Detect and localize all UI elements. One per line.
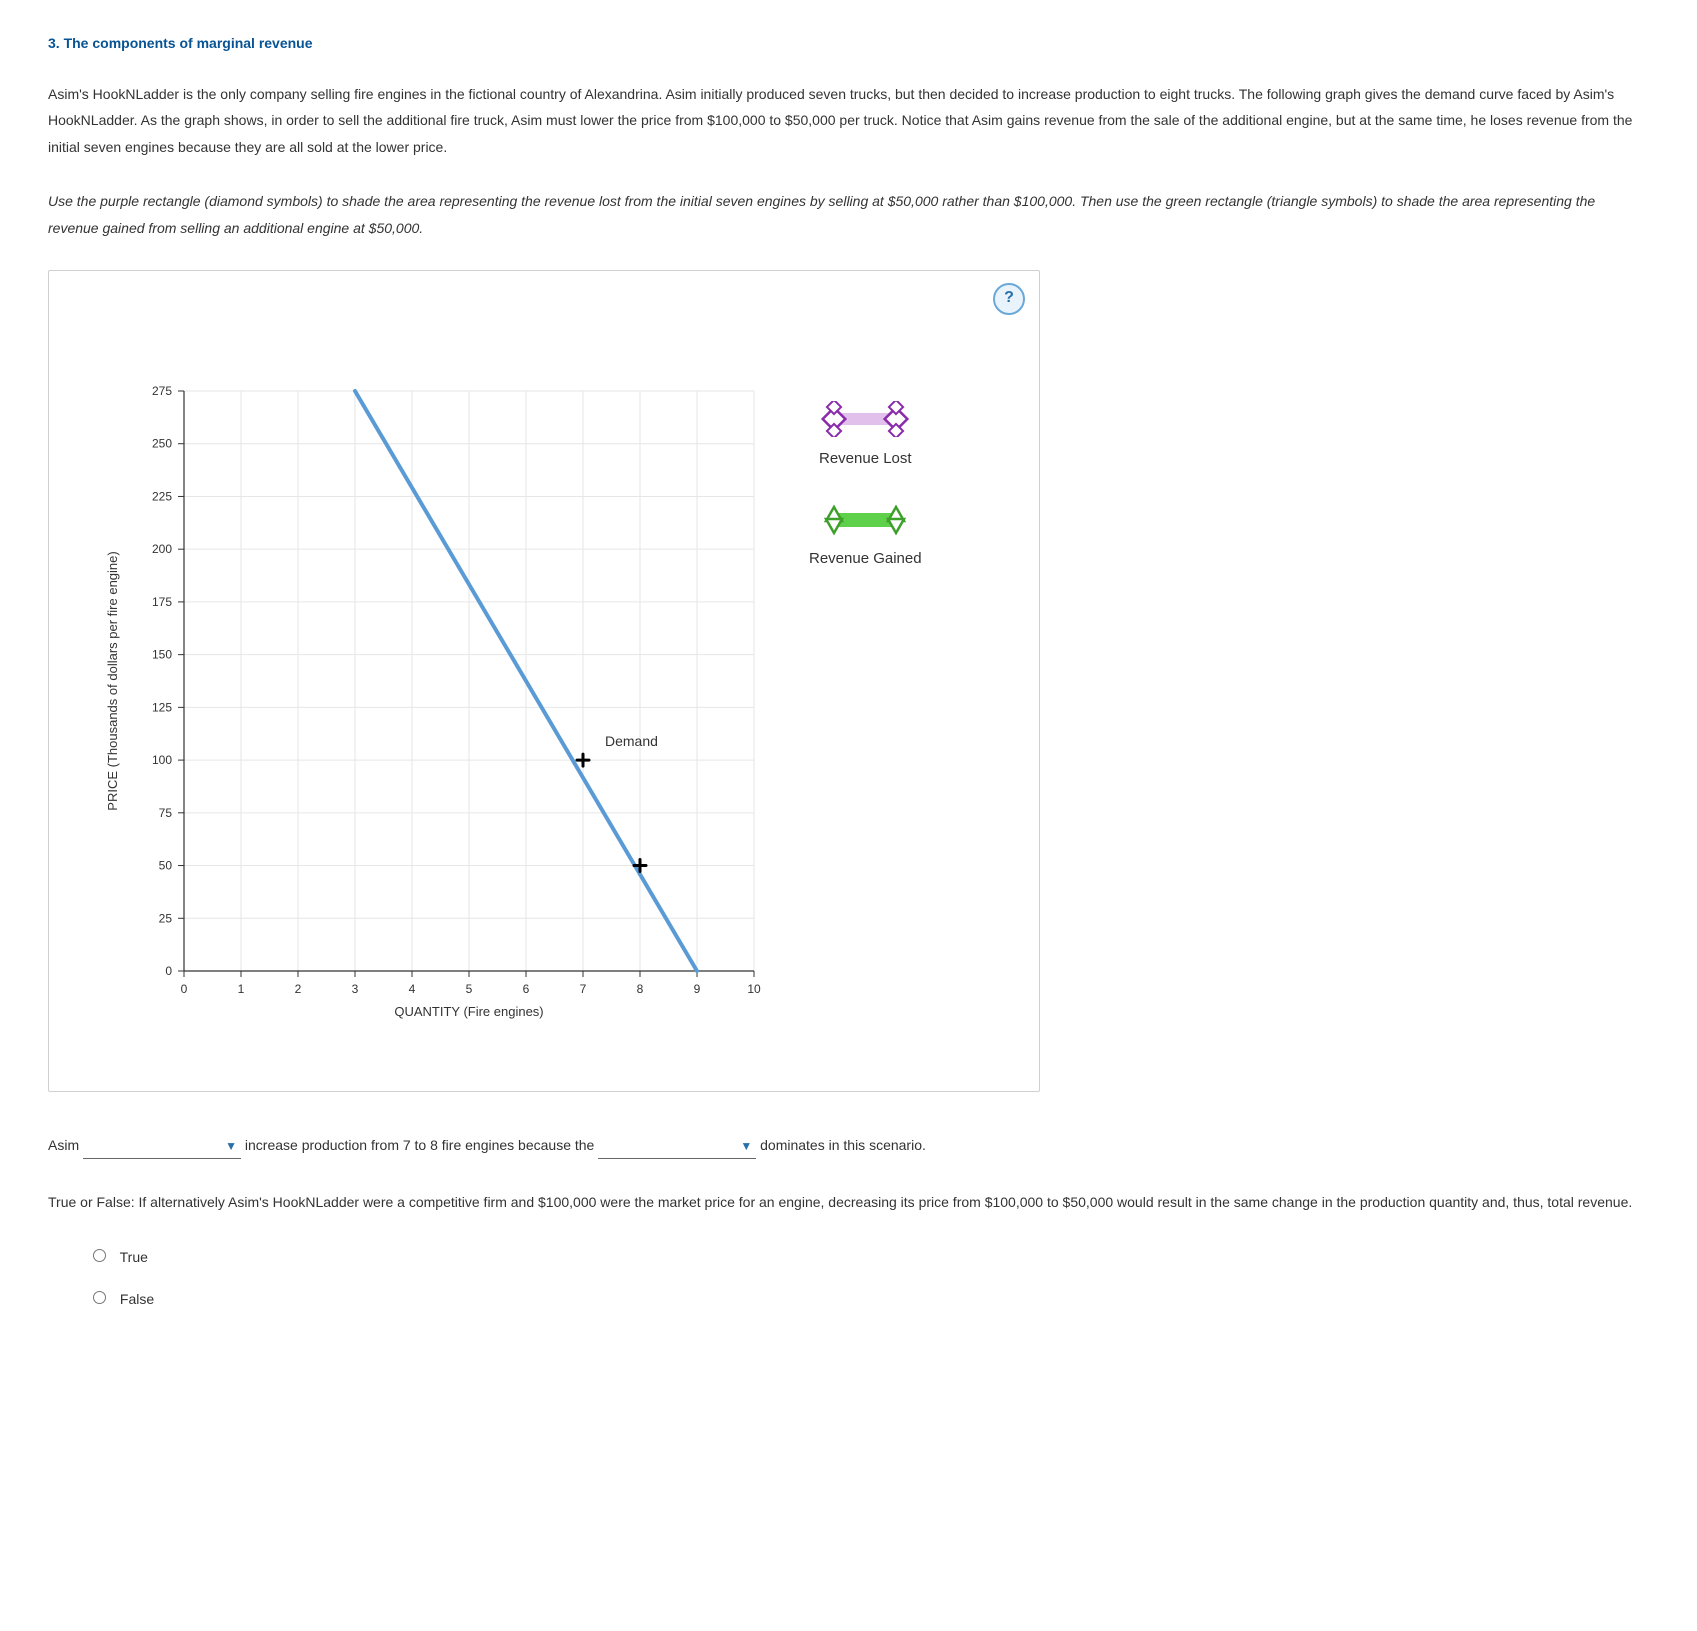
chart-container: ? 01234567891002550751001251501752002252… xyxy=(48,270,1040,1092)
svg-text:200: 200 xyxy=(152,542,172,556)
svg-text:0: 0 xyxy=(165,964,172,978)
svg-text:8: 8 xyxy=(637,982,644,996)
chevron-down-icon: ▼ xyxy=(740,1139,752,1153)
svg-text:3: 3 xyxy=(352,982,359,996)
svg-text:150: 150 xyxy=(152,647,172,661)
svg-text:1: 1 xyxy=(238,982,245,996)
true-false-prompt: True or False: If alternatively Asim's H… xyxy=(48,1189,1648,1216)
option-true-label: True xyxy=(120,1249,148,1265)
paragraph-intro: Asim's HookNLadder is the only company s… xyxy=(48,81,1648,161)
svg-text:275: 275 xyxy=(152,384,172,398)
legend-revenue-lost[interactable]: Revenue Lost xyxy=(809,401,922,474)
svg-text:7: 7 xyxy=(580,982,587,996)
svg-text:225: 225 xyxy=(152,489,172,503)
help-icon: ? xyxy=(1004,283,1014,313)
fill-in-sentence: Asim ▼ increase production from 7 to 8 f… xyxy=(48,1132,1648,1160)
svg-text:6: 6 xyxy=(523,982,530,996)
fillin-prefix: Asim xyxy=(48,1137,79,1153)
radio-false[interactable] xyxy=(93,1291,106,1304)
option-false-label: False xyxy=(120,1291,154,1307)
option-true[interactable]: True xyxy=(88,1244,1648,1271)
svg-text:100: 100 xyxy=(152,753,172,767)
dropdown-1[interactable]: ▼ xyxy=(83,1132,241,1160)
legend-revenue-gained-label: Revenue Gained xyxy=(809,545,922,574)
question-title: 3. The components of marginal revenue xyxy=(48,30,1648,57)
chart[interactable]: 0123456789100255075100125150175200225250… xyxy=(89,381,789,1070)
svg-text:4: 4 xyxy=(409,982,416,996)
fillin-mid: increase production from 7 to 8 fire eng… xyxy=(245,1137,594,1153)
svg-text:25: 25 xyxy=(159,911,173,925)
legend-revenue-gained[interactable]: Revenue Gained xyxy=(809,503,922,574)
svg-text:Demand: Demand xyxy=(605,733,658,749)
svg-text:5: 5 xyxy=(466,982,473,996)
svg-text:2: 2 xyxy=(295,982,302,996)
dropdown-2[interactable]: ▼ xyxy=(598,1132,756,1160)
question-number: 3. xyxy=(48,35,60,51)
svg-text:75: 75 xyxy=(159,805,173,819)
question-title-text: The components of marginal revenue xyxy=(64,35,313,51)
svg-text:250: 250 xyxy=(152,436,172,450)
svg-text:175: 175 xyxy=(152,594,172,608)
chevron-down-icon: ▼ xyxy=(225,1139,237,1153)
help-button[interactable]: ? xyxy=(993,283,1025,315)
triangle-icon xyxy=(820,503,910,537)
option-false[interactable]: False xyxy=(88,1286,1648,1313)
legend: Revenue Lost Revenue Gained xyxy=(809,401,922,604)
svg-text:9: 9 xyxy=(694,982,701,996)
true-false-options: True False xyxy=(88,1244,1648,1313)
svg-text:0: 0 xyxy=(181,982,188,996)
svg-text:PRICE (Thousands of dollars pe: PRICE (Thousands of dollars per fire eng… xyxy=(105,551,120,810)
fillin-suffix: dominates in this scenario. xyxy=(760,1137,926,1153)
svg-text:50: 50 xyxy=(159,858,173,872)
svg-text:QUANTITY (Fire engines): QUANTITY (Fire engines) xyxy=(394,1004,543,1019)
paragraph-instructions: Use the purple rectangle (diamond symbol… xyxy=(48,188,1648,241)
svg-text:125: 125 xyxy=(152,700,172,714)
radio-true[interactable] xyxy=(93,1249,106,1262)
legend-revenue-lost-label: Revenue Lost xyxy=(809,445,922,474)
svg-text:10: 10 xyxy=(747,982,761,996)
diamond-icon xyxy=(820,401,910,437)
